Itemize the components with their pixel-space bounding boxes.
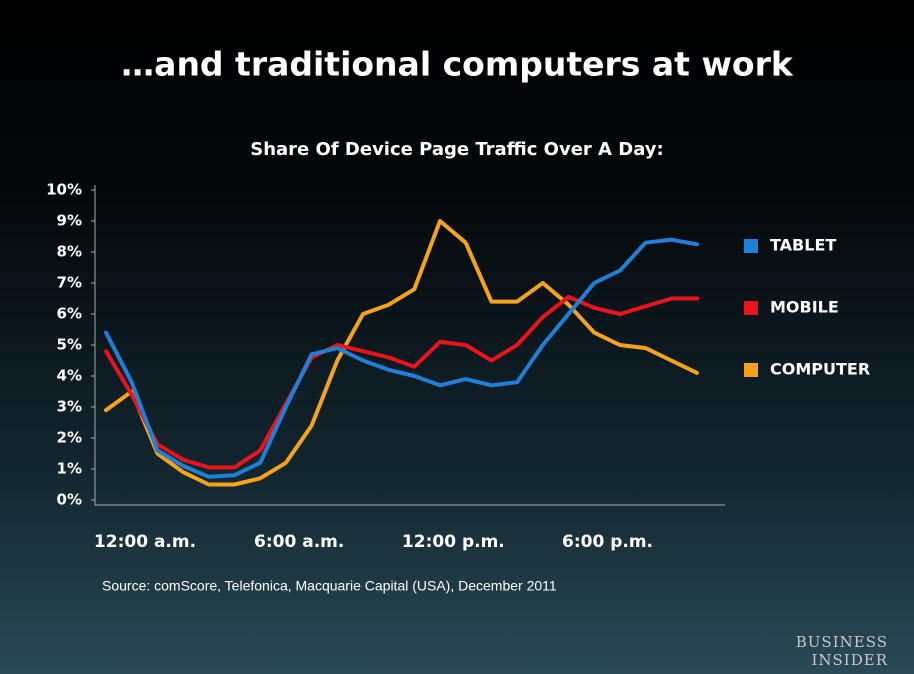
chart-title: …and traditional computers at work bbox=[121, 45, 794, 84]
y-tick-label: 3% bbox=[57, 398, 82, 416]
legend-label: MOBILE bbox=[770, 298, 839, 317]
y-tick-label: 0% bbox=[57, 491, 82, 509]
x-tick-label: 12:00 p.m. bbox=[402, 532, 505, 552]
series-line bbox=[104, 294, 699, 470]
legend-label: COMPUTER bbox=[770, 360, 870, 379]
legend-swatch bbox=[744, 301, 758, 315]
x-tick-label: 6:00 p.m. bbox=[562, 532, 653, 552]
source-note: Source: comScore, Telefonica, Macquarie … bbox=[102, 578, 557, 594]
logo-line: BUSINESS bbox=[796, 633, 888, 651]
y-tick-label: 5% bbox=[57, 336, 82, 354]
series-line bbox=[104, 237, 699, 479]
series-line bbox=[104, 219, 699, 487]
logo-line: INSIDER bbox=[811, 651, 888, 669]
y-tick-label: 6% bbox=[57, 305, 82, 323]
y-tick-label: 7% bbox=[57, 274, 82, 292]
x-tick-label: 12:00 a.m. bbox=[94, 532, 196, 552]
y-tick-label: 9% bbox=[57, 212, 82, 230]
legend-label: TABLET bbox=[770, 236, 836, 255]
chart-subtitle: Share Of Device Page Traffic Over A Day: bbox=[250, 139, 663, 160]
x-tick-label: 6:00 a.m. bbox=[254, 532, 344, 552]
legend-swatch bbox=[744, 363, 758, 377]
y-tick-label: 10% bbox=[46, 181, 82, 199]
y-tick-label: 8% bbox=[57, 243, 82, 261]
legend-swatch bbox=[744, 239, 758, 253]
y-tick-label: 4% bbox=[57, 367, 82, 385]
y-tick-label: 2% bbox=[57, 429, 82, 447]
y-tick-label: 1% bbox=[57, 460, 82, 478]
